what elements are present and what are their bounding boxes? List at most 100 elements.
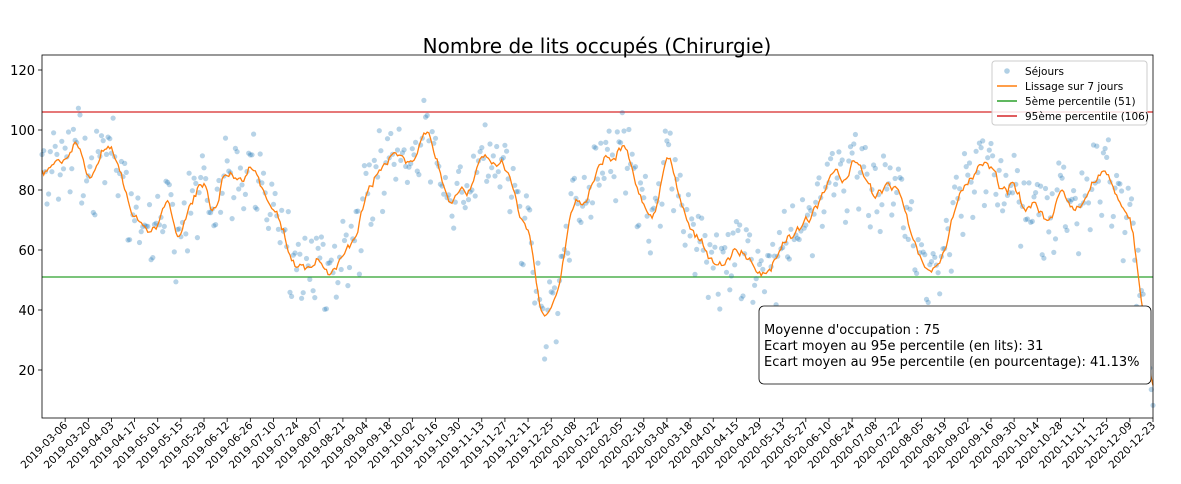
- sejours-point: [222, 135, 229, 141]
- sejours-point: [854, 174, 860, 180]
- sejours-point: [370, 216, 376, 222]
- sejours-point: [760, 266, 766, 272]
- sejours-point: [887, 165, 893, 171]
- sejours-point: [1115, 180, 1121, 186]
- sejours-point: [251, 131, 257, 137]
- sejours-point: [718, 245, 725, 251]
- sejours-point: [1031, 194, 1037, 200]
- sejours-point: [1049, 191, 1055, 197]
- sejours-point: [414, 168, 420, 174]
- sejours-point: [565, 250, 571, 256]
- sejours-point: [136, 239, 143, 246]
- sejours-point: [619, 110, 625, 116]
- sejours-point: [970, 214, 976, 220]
- sejours-point: [442, 174, 448, 181]
- sejours-point: [482, 122, 488, 128]
- sejours-point: [735, 227, 741, 234]
- sejours-point: [103, 151, 110, 157]
- sejours-point: [733, 219, 740, 225]
- sejours-point: [603, 139, 609, 145]
- sejours-point: [1135, 247, 1141, 253]
- legend-label-sejours: Séjours: [1025, 66, 1064, 78]
- sejours-point: [332, 243, 338, 249]
- sejours-point: [990, 153, 996, 159]
- sejours-point: [664, 138, 670, 144]
- sejours-point: [981, 202, 988, 209]
- sejours-point: [685, 192, 692, 198]
- y-tick-label: 20: [18, 364, 35, 379]
- sejours-point: [909, 199, 915, 205]
- sejours-point: [677, 172, 683, 178]
- sejours-point: [356, 271, 362, 277]
- sejours-point: [702, 232, 708, 239]
- sejours-point: [150, 255, 156, 261]
- sejours-point: [350, 236, 356, 242]
- sejours-point: [866, 212, 872, 219]
- sejours-point: [52, 143, 58, 149]
- sejours-point: [423, 114, 429, 120]
- chart-title: Nombre de lits occupés (Chirurgie): [423, 34, 772, 58]
- sejours-point: [84, 178, 90, 184]
- sejours-point: [416, 172, 422, 178]
- sejours-point: [740, 293, 746, 299]
- sejours-point: [90, 209, 96, 216]
- sejours-point: [135, 195, 141, 201]
- sejours-point: [613, 198, 619, 204]
- sejours-point: [976, 140, 983, 146]
- sejours-point: [299, 295, 305, 301]
- sejours-point: [930, 251, 936, 257]
- sejours-point: [490, 153, 496, 159]
- sejours-point: [272, 190, 278, 197]
- sejours-point: [1051, 249, 1057, 255]
- sejours-point: [1087, 227, 1093, 233]
- sejours-point: [900, 225, 907, 231]
- sejours-point: [127, 237, 133, 243]
- sejours-point: [502, 142, 508, 148]
- sejours-point: [851, 141, 857, 147]
- legend-marker-sejours: [1004, 68, 1010, 74]
- sejours-point: [1041, 255, 1047, 261]
- sejours-point: [829, 150, 835, 157]
- sejours-point: [824, 161, 830, 167]
- sejours-point: [1021, 180, 1027, 186]
- sejours-point: [219, 190, 225, 196]
- sejours-point: [1062, 224, 1068, 230]
- sejours-point: [904, 204, 910, 210]
- sejours-point: [758, 258, 764, 264]
- sejours-point: [856, 206, 862, 212]
- sejours-point: [667, 130, 673, 136]
- sejours-point: [87, 164, 93, 170]
- sejours-point: [880, 153, 887, 159]
- sejours-point: [295, 241, 301, 247]
- sejours-point: [927, 262, 933, 268]
- sejours-point: [608, 168, 614, 175]
- sejours-point: [1072, 195, 1078, 201]
- sejours-point: [634, 224, 640, 230]
- sejours-point: [558, 253, 564, 259]
- sejours-point: [1014, 168, 1021, 174]
- sejours-point: [404, 179, 410, 185]
- sejours-point: [517, 203, 523, 209]
- sejours-point: [1074, 221, 1080, 227]
- sejours-point: [756, 261, 763, 268]
- sejours-point: [507, 209, 513, 215]
- sejours-point: [841, 188, 847, 194]
- sejours-point: [928, 259, 935, 265]
- sejours-point: [1038, 183, 1044, 189]
- sejours-point: [704, 259, 710, 265]
- sejours-point: [323, 306, 329, 312]
- sejours-point: [593, 145, 599, 151]
- sejours-point: [680, 229, 687, 235]
- sejours-point: [578, 219, 584, 225]
- sejours-point: [399, 150, 405, 156]
- sejours-point: [730, 230, 736, 236]
- sejours-point: [75, 105, 81, 111]
- sejours-point: [102, 180, 108, 186]
- sejours-point: [1057, 172, 1063, 178]
- sejours-point: [895, 166, 902, 172]
- sejours-point: [1079, 170, 1085, 176]
- sejours-point: [55, 196, 62, 202]
- sejours-point: [621, 128, 627, 134]
- sejours-point: [1036, 212, 1042, 218]
- sejours-point: [393, 176, 399, 182]
